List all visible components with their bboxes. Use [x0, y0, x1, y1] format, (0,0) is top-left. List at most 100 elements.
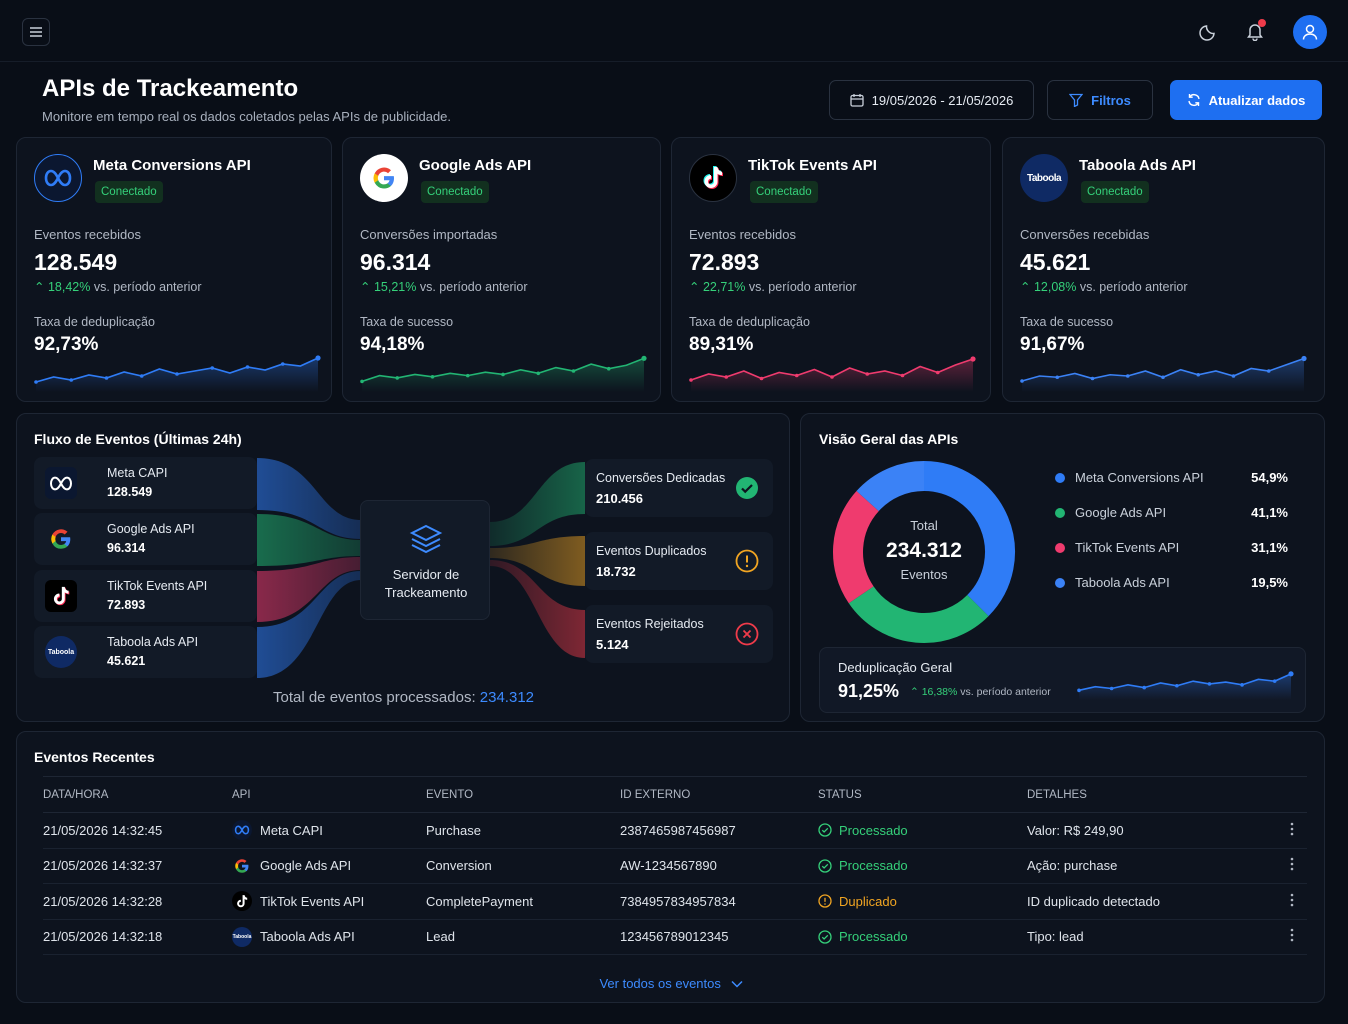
theme-toggle-button[interactable] — [1196, 18, 1222, 44]
legend-name: TikTok Events API — [1075, 540, 1180, 555]
taboola-logo-icon: Taboola — [232, 926, 252, 947]
metric-value: 45.621 — [1020, 249, 1091, 275]
menu-button[interactable] — [22, 18, 50, 46]
tiktok-logo-icon — [232, 891, 252, 912]
sparkline-point — [830, 375, 834, 379]
metric-label: Eventos recebidos — [689, 227, 796, 242]
table-row[interactable]: 21/05/2026 14:32:18 Taboola Taboola Ads A… — [43, 919, 1307, 955]
date-range-label: 19/05/2026 - 21/05/2026 — [871, 92, 1014, 108]
recent-title: Eventos Recentes — [34, 749, 155, 765]
output-name: Eventos Duplicados — [596, 544, 707, 558]
sparkline-point — [865, 372, 870, 376]
donut-slice-google-ads-api[interactable] — [848, 585, 989, 643]
legend-name: Taboola Ads API — [1075, 575, 1170, 590]
cell-api-name: Google Ads API — [260, 858, 352, 874]
sparkline-point — [175, 372, 179, 376]
sparkline-point — [935, 370, 940, 375]
sparkline-area — [1022, 358, 1304, 392]
donut-slice-taboola-ads-api[interactable] — [856, 461, 925, 512]
flow-title: Fluxo de Eventos (Últimas 24h) — [34, 431, 242, 447]
flow-link-rejected — [490, 560, 585, 658]
sparkline-area — [1079, 673, 1291, 700]
output-name: Conversões Dedicadas — [596, 471, 726, 485]
card-api-name: Google Ads API — [419, 157, 532, 174]
sparkline-point — [1175, 683, 1179, 688]
dedup-trend-text: vs. período anterior — [960, 686, 1051, 698]
legend-dot — [1055, 543, 1065, 553]
flow-source-tiktok[interactable]: TikTok Events API 72.893 — [34, 570, 257, 622]
status-text: Processado — [839, 929, 908, 945]
filter-label: Filtros — [1091, 92, 1131, 108]
api-card-tiktok[interactable]: TikTok Events API Conectado Eventos rece… — [671, 137, 991, 402]
sparkline-point — [794, 373, 799, 378]
trend-text: vs. período anterior — [93, 280, 202, 294]
refresh-button[interactable]: Atualizar dados — [1170, 80, 1322, 120]
cell-datetime: 21/05/2026 14:32:28 — [43, 883, 232, 920]
flow-source-taboola[interactable]: Taboola Taboola Ads API 45.621 — [34, 626, 257, 678]
notification-dot — [1258, 19, 1266, 27]
trend-text: vs. período anterior — [419, 280, 528, 294]
page-title: APIs de Trackeamento — [42, 75, 299, 102]
status-text: Processado — [839, 822, 908, 838]
table-row[interactable]: 21/05/2026 14:32:37 Google Ads API Conve… — [43, 848, 1307, 884]
sparkline-point — [1090, 376, 1095, 381]
output-name: Eventos Rejeitados — [596, 617, 704, 631]
output-duplicated[interactable]: Eventos Duplicados 18.732 — [585, 532, 773, 590]
row-actions-button[interactable] — [1277, 812, 1307, 849]
legend-item: Taboola Ads API 19,5% — [1055, 573, 1288, 593]
row-actions-button[interactable] — [1277, 919, 1307, 955]
flow-source-google[interactable]: Google Ads API 96.314 — [34, 513, 257, 565]
donut-slice-meta-conversions-api[interactable] — [923, 461, 1015, 617]
user-avatar[interactable] — [1293, 15, 1327, 49]
cell-datetime: 21/05/2026 14:32:18 — [43, 919, 232, 955]
filter-button[interactable]: Filtros — [1047, 80, 1153, 120]
api-card-meta[interactable]: Meta Conversions API Conectado Eventos r… — [16, 137, 332, 402]
flow-link-taboola — [257, 571, 361, 678]
legend-pct: 19,5% — [1251, 575, 1288, 590]
flow-source-meta[interactable]: Meta CAPI 128.549 — [34, 457, 257, 509]
sparkline-point — [465, 373, 470, 378]
metric-value: 72.893 — [689, 249, 760, 275]
recent-events-table: DATA/HORA API EVENTO ID EXTERNO STATUS D… — [43, 776, 1307, 955]
api-card-google[interactable]: Google Ads API Conectado Conversões impo… — [342, 137, 661, 402]
more-vertical-icon — [1290, 822, 1294, 836]
metric-trend: ⌃ 22,71% vs. período anterior — [689, 280, 857, 294]
output-value: 5.124 — [596, 637, 629, 652]
date-range-button[interactable]: 19/05/2026 - 21/05/2026 — [829, 80, 1034, 120]
notifications-button[interactable] — [1242, 18, 1268, 44]
status-text: Duplicado — [839, 893, 897, 909]
trend-percent: 15,21% — [373, 280, 417, 294]
row-actions-button[interactable] — [1277, 848, 1307, 884]
card-api-name: Taboola Ads API — [1079, 157, 1196, 174]
output-rejected[interactable]: Eventos Rejeitados 5.124 — [585, 605, 773, 663]
google-logo-icon — [45, 523, 77, 555]
see-all-events-link[interactable]: Ver todos os eventos — [17, 976, 1325, 991]
legend-pct: 31,1% — [1251, 540, 1288, 555]
column-header-actions — [1277, 776, 1307, 813]
cell-external-id: 123456789012345 — [620, 919, 818, 955]
legend-name: Meta Conversions API — [1075, 470, 1204, 485]
flow-total-value: 234.312 — [479, 689, 535, 706]
sparkline-point — [1161, 375, 1165, 380]
sparkline-point — [724, 375, 729, 379]
metric-value: 128.549 — [34, 249, 118, 275]
row-actions-button[interactable] — [1277, 883, 1307, 920]
output-dedicated[interactable]: Conversões Dedicadas 210.456 — [585, 459, 773, 517]
table-row[interactable]: 21/05/2026 14:32:45 Meta CAPI Purchase 2… — [43, 812, 1307, 849]
sparkline-area — [691, 359, 973, 392]
legend-item: Google Ads API 41,1% — [1055, 503, 1288, 523]
api-card-taboola[interactable]: Taboola Taboola Ads API Conectado Conver… — [1002, 137, 1325, 402]
source-name: Google Ads API — [107, 522, 195, 536]
legend-dot — [1055, 473, 1065, 483]
sparkline-point — [536, 371, 541, 376]
table-row[interactable]: 21/05/2026 14:32:28 TikTok Events API Co… — [43, 883, 1307, 920]
google-logo-icon — [360, 154, 408, 202]
metric-trend: ⌃ 18,42% vs. período anterior — [34, 280, 202, 294]
dedup-label: Deduplicação Geral — [838, 660, 953, 675]
cell-event: CompletePayment — [426, 883, 620, 920]
donut-slice-tiktok-events-api[interactable] — [833, 490, 880, 604]
taboola-logo-text: Taboola — [1026, 172, 1062, 184]
rate-value: 91,67% — [1020, 334, 1085, 355]
x-circle-icon — [735, 622, 759, 646]
source-name: TikTok Events API — [107, 579, 208, 593]
